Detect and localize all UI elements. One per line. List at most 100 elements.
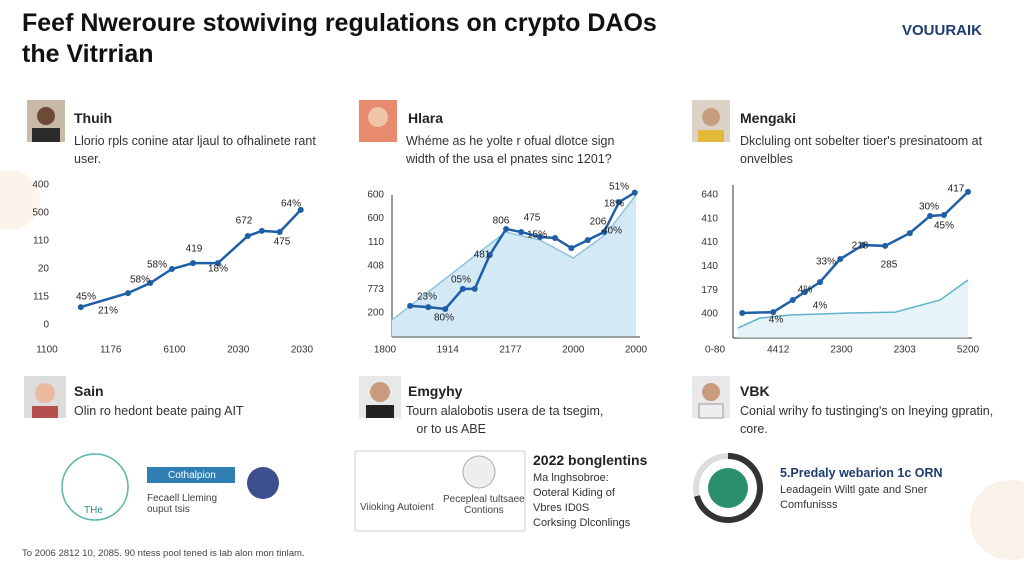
line bbox=[737, 279, 969, 329]
point bbox=[616, 199, 623, 206]
x-tick-label: 0-80 bbox=[705, 345, 725, 356]
point bbox=[147, 280, 154, 286]
point bbox=[425, 304, 432, 311]
y-tick-label: 408 bbox=[367, 260, 384, 271]
logo-text: Ma lnghsobroe: Ooteral Kiding of Vbres ID0… bbox=[533, 472, 631, 529]
point bbox=[739, 310, 746, 317]
y-tick-label: 773 bbox=[367, 284, 384, 295]
annotation: 672 bbox=[236, 216, 253, 227]
annotation: 51% bbox=[609, 182, 629, 193]
y-tick-label: 410 bbox=[701, 213, 718, 224]
point bbox=[536, 234, 543, 241]
annotation: 285 bbox=[881, 260, 898, 271]
point bbox=[77, 304, 84, 311]
point bbox=[789, 296, 796, 303]
logo-text: Viioking Autoient bbox=[360, 502, 434, 513]
y-tick-label: 0 bbox=[43, 320, 49, 331]
y-tick-label: 500 bbox=[32, 208, 49, 219]
point bbox=[927, 212, 934, 219]
annotation: 21% bbox=[98, 306, 118, 317]
panel-name: Emgyhy bbox=[408, 383, 463, 399]
logo-text: Pecepleal tultsaee Contions bbox=[443, 494, 525, 516]
y-tick-label: 115 bbox=[33, 292, 49, 303]
annotation: 218 bbox=[852, 241, 869, 252]
logo-title: 2022 bonglentins bbox=[533, 452, 648, 468]
logo: VOUURAIK bbox=[902, 22, 983, 39]
point bbox=[471, 285, 478, 292]
y-tick-label: 600 bbox=[367, 213, 384, 224]
annotation: 417 bbox=[948, 184, 965, 195]
logo-text: Leadagein Wiltl gate and Sner Comfunisss bbox=[780, 484, 928, 511]
logo-text: Cothalpion bbox=[168, 470, 216, 481]
point bbox=[906, 230, 913, 237]
point bbox=[442, 305, 449, 312]
y-tick-label: 400 bbox=[32, 180, 49, 191]
annotation: 33% bbox=[816, 257, 836, 268]
annotation: 80% bbox=[434, 313, 454, 324]
logo-title: 5.Predaly webarion 1c ORN bbox=[780, 466, 943, 480]
line bbox=[391, 194, 637, 321]
point bbox=[801, 289, 808, 296]
annotation: 58% bbox=[130, 275, 150, 286]
x-tick-label: 2000 bbox=[625, 345, 648, 356]
point bbox=[965, 188, 971, 195]
y-tick-label: 179 bbox=[701, 285, 718, 296]
annotation: 475 bbox=[274, 237, 291, 248]
y-tick-label: 410 bbox=[701, 237, 718, 248]
logo-text: Fecaell Lleming ouput tsis bbox=[147, 493, 218, 515]
point bbox=[940, 211, 947, 218]
point bbox=[214, 260, 221, 267]
annotation: 45% bbox=[76, 292, 96, 303]
charts: 1100 1176 6100 2030 203001152011050040045%21… bbox=[32, 180, 979, 356]
x-tick-label: 4412 bbox=[767, 345, 790, 356]
decor bbox=[0, 170, 40, 230]
annotation: 419 bbox=[186, 244, 203, 255]
point bbox=[770, 309, 777, 316]
y-tick-label: 140 bbox=[701, 261, 718, 272]
panel-name: Hlara bbox=[408, 110, 444, 126]
annotation: 206 bbox=[590, 217, 607, 228]
point bbox=[189, 260, 196, 267]
annotation: 18% bbox=[604, 199, 624, 210]
annotation: 15% bbox=[527, 230, 547, 241]
annotation: 58% bbox=[147, 260, 167, 271]
line bbox=[80, 209, 302, 309]
x-tick-label: 2000 bbox=[562, 345, 585, 356]
annotation: 481 bbox=[474, 250, 491, 261]
point bbox=[407, 302, 414, 309]
point bbox=[258, 227, 265, 234]
point bbox=[568, 245, 575, 252]
point bbox=[631, 189, 638, 196]
x-tick-label: 1176 bbox=[100, 345, 122, 356]
annotation: 18% bbox=[208, 264, 228, 275]
point bbox=[552, 234, 559, 241]
point bbox=[486, 251, 493, 258]
y-tick-label: 200 bbox=[367, 308, 384, 319]
footer: To 2006 2812 10, 2085. 90 ntess pool ten… bbox=[22, 548, 305, 559]
x-tick-label: 1914 bbox=[437, 345, 460, 356]
annotation: 475 bbox=[524, 213, 541, 224]
title: Feef Nweroure stowiving regulations on c… bbox=[22, 9, 657, 68]
logo-text: THe bbox=[84, 505, 103, 516]
x-tick-label: 5200 bbox=[957, 345, 980, 356]
point bbox=[882, 242, 889, 249]
point bbox=[600, 229, 607, 236]
annotation: 806 bbox=[493, 216, 510, 227]
point bbox=[124, 290, 131, 297]
x-tick-label: 2177 bbox=[499, 345, 522, 356]
point bbox=[837, 256, 844, 263]
point bbox=[503, 225, 510, 232]
annotation: 23% bbox=[417, 292, 437, 303]
annotation: 4% bbox=[769, 315, 784, 326]
avatars bbox=[24, 100, 730, 419]
panel-text: Dkcluling ont sobelter tioer's presinato… bbox=[740, 134, 983, 166]
panel-text: Olin ro hedont beate paing AIT bbox=[74, 404, 244, 418]
point bbox=[584, 237, 591, 244]
logos bbox=[61, 450, 763, 532]
point bbox=[860, 241, 867, 248]
point bbox=[297, 206, 304, 213]
x-tick-label: 1800 bbox=[374, 345, 397, 356]
x-tick-label: 2030 bbox=[291, 345, 314, 356]
annotation: 64% bbox=[281, 199, 301, 210]
annotation: 30% bbox=[919, 202, 939, 213]
